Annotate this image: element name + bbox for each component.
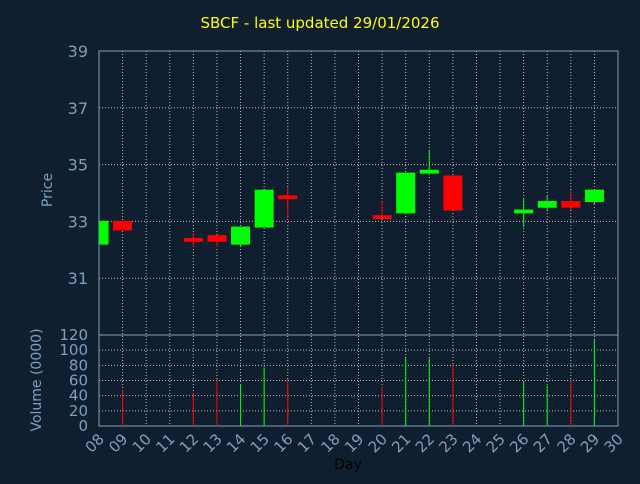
candle-body [372,215,392,220]
x-tick-label: 25 [483,430,509,456]
volume-panel-frame [98,334,619,427]
candle-body [278,195,298,200]
volume-tick-label: 120 [59,326,88,344]
candle-body [584,189,604,203]
x-tick-label: 10 [129,430,155,456]
volume-tick-label: 20 [69,402,88,420]
candle-body [231,226,251,245]
x-tick-label: 18 [318,430,344,456]
x-tick-label: 09 [105,430,131,456]
x-tick-label: 16 [270,430,296,456]
chart-title: SBCF - last updated 29/01/2026 [200,14,440,32]
candles-group [99,150,604,247]
price-tick-label: 33 [68,212,88,231]
candle-body [419,169,439,174]
x-tick-label: 24 [459,430,485,456]
price-tick-label: 35 [68,156,88,175]
x-tick-label: 26 [506,430,532,456]
candle-body [183,237,203,242]
candle-body [254,189,274,228]
x-tick-label: 21 [388,430,414,456]
x-tick-label: 12 [176,430,202,456]
price-tick-label: 37 [68,99,88,118]
price-tick-label: 39 [68,42,88,61]
candle-body [443,175,463,211]
x-axis-label: Day [334,457,362,473]
volume-axis-label: Volume (0000) [29,328,45,432]
x-tick-label: 22 [412,430,438,456]
x-tick-label: 17 [294,430,320,456]
candle-body [99,220,109,245]
price-axis-label: Price [40,172,56,208]
x-tick-label: 19 [341,430,367,456]
x-tick-label: 14 [223,430,249,456]
volume-tick-label: 100 [59,341,88,359]
volume-tick-label: 80 [69,356,88,374]
x-tick-label: 20 [365,430,391,456]
x-tick-label: 23 [435,430,461,456]
x-tick-label: 30 [601,430,627,456]
x-tick-label: 13 [200,430,226,456]
candle-body [396,172,416,214]
candle-body [113,220,133,231]
volume-tick-label: 60 [69,372,88,390]
x-tick-label: 15 [247,430,273,456]
candle-body [514,209,534,214]
volume-tick-label: 40 [69,387,88,405]
candle-body [561,201,581,208]
x-tick-label: 28 [553,430,579,456]
candle-body [207,235,227,242]
x-tick-label: 29 [577,430,603,456]
x-tick-label: 27 [530,430,556,456]
candle-body [537,201,557,208]
volume-tick-label: 0 [78,417,88,435]
x-tick-label: 11 [152,430,178,456]
price-tick-label: 31 [68,269,88,288]
